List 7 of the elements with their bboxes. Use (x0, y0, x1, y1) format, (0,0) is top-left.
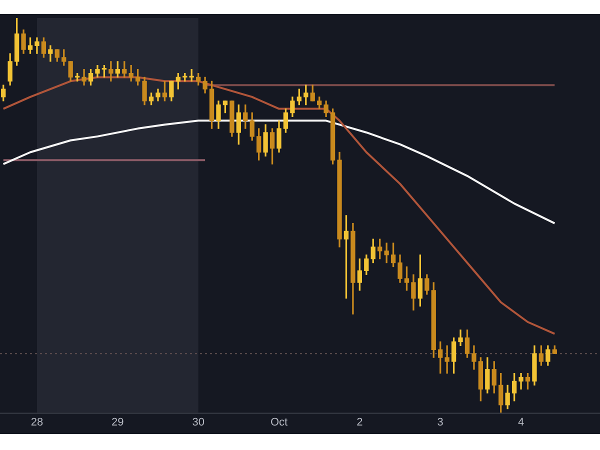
x-tick-label: 2 (356, 416, 363, 428)
x-tick-label: 4 (518, 416, 524, 428)
x-tick-label: 28 (30, 416, 44, 428)
x-tick-label: Oct (270, 416, 288, 428)
x-tick-label: 29 (112, 416, 124, 428)
x-tick-label: 30 (192, 416, 204, 428)
x-tick-label: 3 (437, 416, 444, 428)
